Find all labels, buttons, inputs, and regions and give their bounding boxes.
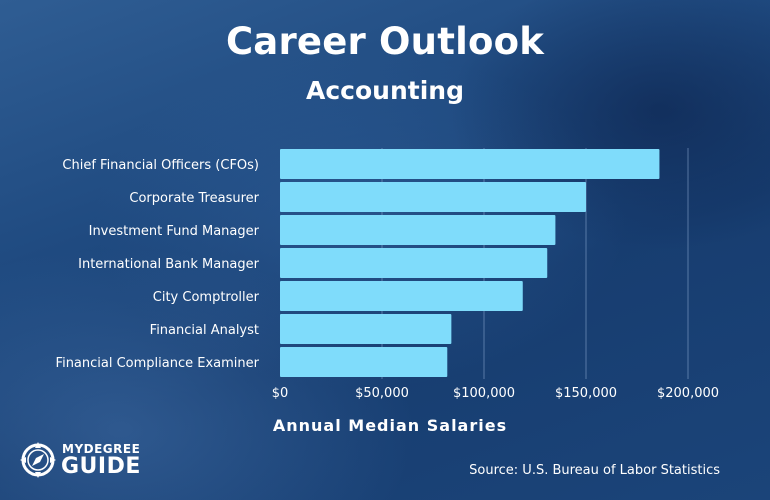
- category-label: International Bank Manager: [78, 257, 260, 272]
- category-label: Financial Analyst: [150, 323, 259, 338]
- tick-label: $100,000: [453, 386, 515, 401]
- category-label: City Comptroller: [153, 290, 260, 305]
- compass-icon: [20, 442, 56, 478]
- category-label: Corporate Treasurer: [129, 191, 259, 206]
- tick-label: $0: [272, 386, 289, 401]
- tick-label: $50,000: [355, 386, 409, 401]
- bar: [280, 281, 523, 311]
- chart-subtitle: Accounting: [306, 76, 464, 105]
- bar: [280, 347, 448, 377]
- source-note: Source: U.S. Bureau of Labor Statistics: [469, 463, 720, 478]
- x-axis-label: Annual Median Salaries: [272, 416, 508, 435]
- tick-label: $200,000: [657, 386, 719, 401]
- tick-label: $150,000: [555, 386, 617, 401]
- bar: [280, 248, 548, 278]
- bar: [280, 215, 556, 245]
- category-label: Chief Financial Officers (CFOs): [62, 158, 259, 173]
- logo-text-top: MYDEGREE: [62, 442, 141, 456]
- bar: [280, 314, 452, 344]
- category-label: Financial Compliance Examiner: [56, 356, 260, 371]
- bar: [280, 149, 660, 179]
- bar: [280, 182, 586, 212]
- chart-title: Career Outlook: [225, 20, 545, 63]
- mydegreeguide-logo: MYDEGREE GUIDE: [18, 440, 168, 484]
- logo-text-bottom: GUIDE: [61, 454, 141, 479]
- category-label: Investment Fund Manager: [89, 224, 260, 239]
